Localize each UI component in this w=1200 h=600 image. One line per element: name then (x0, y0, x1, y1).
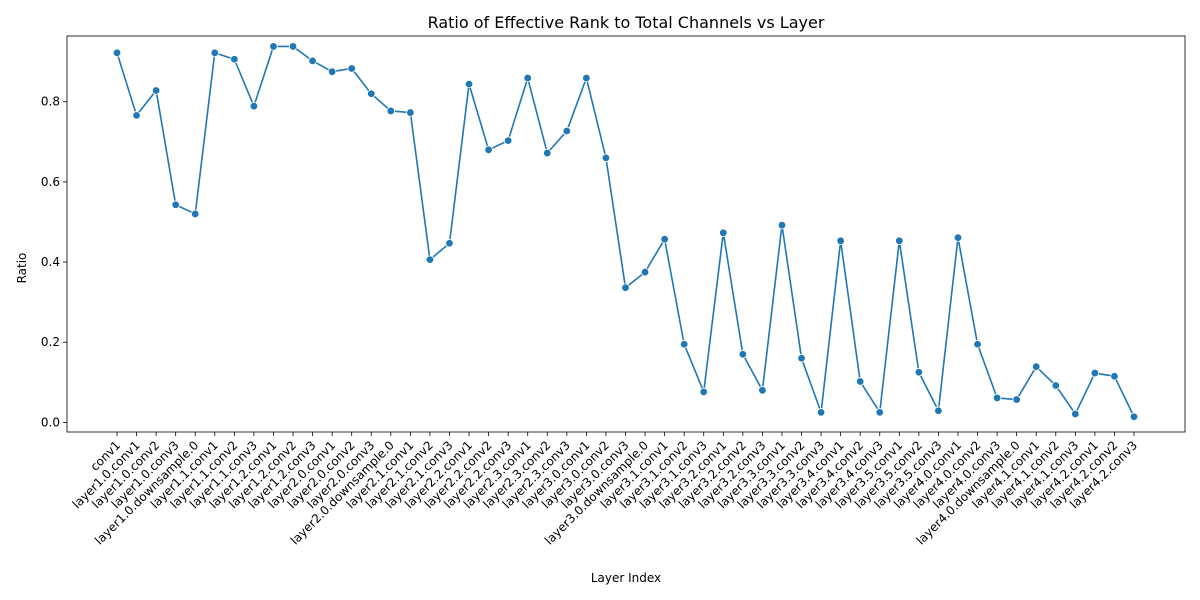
data-point (816, 408, 826, 417)
data-point (1032, 362, 1041, 371)
data-point (484, 145, 493, 155)
data-point (230, 55, 239, 64)
data-point (758, 386, 767, 395)
data-point (973, 340, 982, 349)
data-point (132, 111, 141, 120)
x-axis-label: Layer Index (591, 571, 661, 585)
data-point (503, 136, 513, 145)
data-point (582, 73, 591, 83)
data-point (543, 148, 552, 158)
data-point (738, 350, 748, 359)
chart-title: Ratio of Effective Rank to Total Channel… (428, 13, 825, 32)
y-tick-label: 0.4 (41, 255, 60, 269)
data-point (875, 408, 884, 417)
data-point (406, 108, 415, 117)
data-point (640, 267, 650, 277)
data-point (836, 236, 845, 246)
y-tick-label: 0.6 (41, 175, 60, 189)
data-point (1012, 395, 1021, 404)
y-tick-label: 0.0 (41, 415, 60, 429)
y-tick-label: 0.2 (41, 335, 60, 349)
data-point (523, 73, 532, 83)
data-point (1129, 412, 1139, 421)
data-point (601, 153, 611, 163)
data-point (367, 89, 376, 98)
data-point (386, 106, 396, 116)
data-point (1090, 368, 1100, 378)
data-point (464, 79, 474, 89)
data-point (288, 42, 298, 51)
data-point (895, 236, 904, 246)
data-point (1071, 409, 1080, 419)
data-point (660, 235, 669, 244)
data-point (112, 48, 122, 58)
y-tick-label: 0.8 (41, 95, 60, 109)
data-point (191, 209, 200, 219)
data-point (914, 368, 924, 377)
y-axis-label: Ratio (15, 253, 29, 284)
data-point (719, 228, 728, 237)
data-point (797, 354, 806, 363)
data-point (151, 86, 161, 95)
data-point (562, 126, 572, 136)
data-point (347, 64, 356, 73)
data-point (1051, 381, 1060, 390)
data-point (953, 233, 963, 242)
data-point (445, 239, 454, 248)
data-point (308, 56, 317, 66)
data-point (249, 101, 259, 111)
data-point (699, 387, 708, 397)
data-point (210, 48, 219, 58)
axes-frame (66, 35, 1186, 433)
data-point (679, 340, 689, 349)
data-point (855, 377, 865, 386)
data-point (934, 406, 943, 415)
data-point (425, 255, 435, 264)
data-point (269, 42, 278, 51)
data-point (327, 67, 337, 76)
data-point (1110, 372, 1119, 381)
data-point (621, 283, 630, 292)
data-point (777, 220, 787, 230)
data-point (992, 393, 1002, 403)
data-point (171, 200, 180, 209)
